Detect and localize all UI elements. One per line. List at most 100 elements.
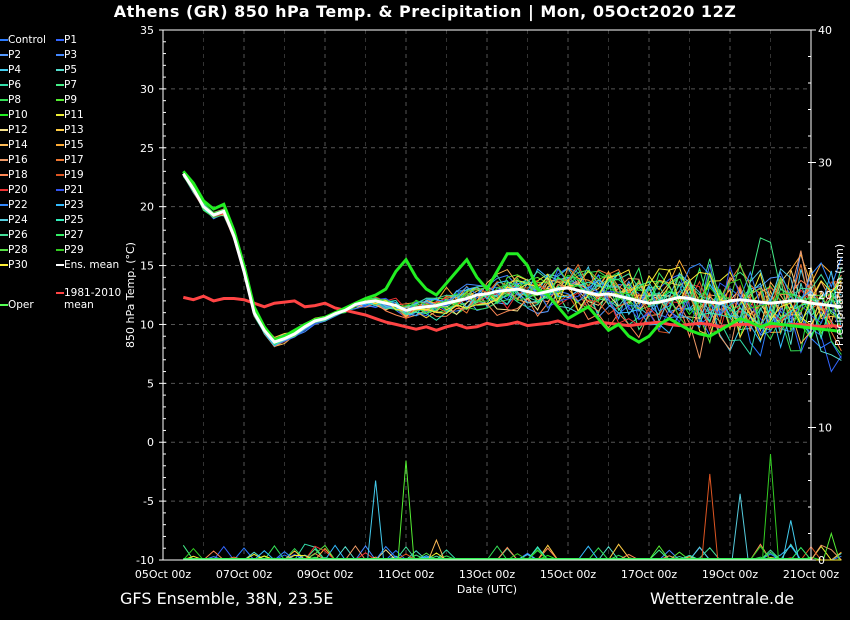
chart-grid (163, 30, 811, 560)
legend-item-p13: P13 (56, 124, 84, 136)
precipitation-series (182, 453, 842, 561)
oper-line (182, 170, 842, 344)
legend-swatch (0, 159, 8, 161)
legend-label: P6 (8, 79, 22, 91)
legend-label: P26 (8, 229, 28, 241)
legend-item-p18: P18 (0, 169, 28, 181)
legend-swatch (56, 204, 64, 206)
legend-item-p8: P8 (0, 94, 21, 106)
legend-label: P11 (64, 109, 84, 121)
member-precip-p5 (183, 543, 842, 561)
legend-label: P3 (64, 49, 78, 61)
member-precip-p16 (183, 544, 842, 561)
legend-swatch (0, 189, 8, 191)
legend-swatch (56, 129, 64, 131)
y-tick-label: 25 (140, 142, 154, 155)
y-tick-label: -10 (136, 554, 154, 567)
y-tick-label: 30 (140, 83, 154, 96)
y-tick-label: 20 (140, 201, 154, 214)
member-line-p29 (182, 175, 842, 343)
legend-swatch (56, 249, 64, 251)
legend-swatch (0, 234, 8, 236)
legend-item-p1: P1 (56, 34, 77, 46)
member-precip-p23 (183, 544, 842, 561)
member-precip-p7 (182, 545, 842, 561)
chart-axes: 35 30 25 20 15 10 5 0 -5 -10 40 30 20 10 0 05Oct 00z 07O… (124, 24, 846, 596)
x-tick-label: 21Oct 00z (783, 568, 840, 581)
legend-label: P13 (64, 124, 84, 136)
legend-swatch (0, 99, 8, 101)
legend-item-p17: P17 (56, 154, 84, 166)
member-precip-p13 (183, 543, 842, 561)
ensemble-member-series (182, 171, 842, 373)
precip-spike (397, 460, 415, 561)
x-tick-label: 07Oct 00z (216, 568, 273, 581)
legend-swatch (0, 54, 8, 56)
climate-mean-line (182, 294, 842, 332)
member-line-p26 (182, 171, 842, 344)
y-tick-label: 0 (147, 436, 154, 449)
legend-item-p5: P5 (56, 64, 77, 76)
legend-swatch (0, 249, 8, 251)
member-line-p25 (182, 173, 842, 342)
legend-item-p12: P12 (0, 124, 28, 136)
legend-label: P28 (8, 244, 28, 256)
legend-label: P12 (8, 124, 28, 136)
precip-spike (762, 453, 779, 561)
legend-swatch (0, 84, 8, 86)
y2-tick-label: 0 (818, 554, 825, 567)
x-tick-label: 17Oct 00z (621, 568, 678, 581)
y2-tick-label: 30 (818, 157, 832, 170)
y2-tick-label: 10 (818, 422, 832, 435)
ens-mean-line (182, 172, 842, 344)
precip-spike (782, 520, 800, 561)
y2-axis-label: Precipitation (mm) (833, 244, 846, 346)
y2-tick-label: 40 (818, 24, 832, 37)
legend-item-ens-mean: Ens. mean (56, 259, 120, 271)
legend-swatch (56, 264, 64, 266)
legend-swatch (56, 39, 64, 41)
legend-label: P4 (8, 64, 22, 76)
legend-label: Ens. mean (64, 259, 120, 271)
legend-item-p29: P29 (56, 244, 84, 256)
legend-item-p25: P25 (56, 214, 84, 226)
member-line-p12 (182, 172, 842, 343)
legend-swatch (0, 304, 8, 306)
legend-swatch (56, 99, 64, 101)
member-line-p20 (182, 172, 842, 344)
legend-swatch (0, 174, 8, 176)
legend-label: P2 (8, 49, 22, 61)
legend-label: P7 (64, 79, 78, 91)
precip-spike (731, 493, 749, 561)
x-tick-label: 19Oct 00z (702, 568, 759, 581)
legend-item-p19: P19 (56, 169, 84, 181)
legend-item-p22: P22 (0, 199, 28, 211)
legend-item-control: Control (0, 34, 46, 46)
legend-label: P22 (8, 199, 28, 211)
chart-title: Athens (GR) 850 hPa Temp. & Precipitatio… (113, 2, 737, 21)
legend-item-p16: P16 (0, 154, 28, 166)
y-tick-label: 35 (140, 24, 154, 37)
legend-swatch (56, 84, 64, 86)
legend-swatch (56, 292, 64, 294)
legend-label: P14 (8, 139, 28, 151)
legend-item-p6: P6 (0, 79, 22, 91)
x-tick-label: 05Oct 00z (135, 568, 192, 581)
legend-swatch (0, 204, 8, 206)
legend-item-p24: P24 (0, 214, 28, 226)
member-precip-p6 (183, 543, 842, 561)
legend-label: P21 (64, 184, 84, 196)
legend-item-p30: P30 (0, 259, 28, 271)
legend-swatch (0, 114, 8, 116)
y-tick-label: 5 (147, 377, 154, 390)
legend-label: P23 (64, 199, 84, 211)
legend-label: P18 (8, 169, 28, 181)
legend-item-p26: P26 (0, 229, 28, 241)
legend-swatch (56, 144, 64, 146)
legend-label: 1981-2010 (64, 287, 122, 299)
legend-item-climate-mean: 1981-2010 mean (56, 287, 122, 311)
legend-item-p11: P11 (56, 109, 84, 121)
legend-item-p21: P21 (56, 184, 84, 196)
legend-swatch (56, 114, 64, 116)
